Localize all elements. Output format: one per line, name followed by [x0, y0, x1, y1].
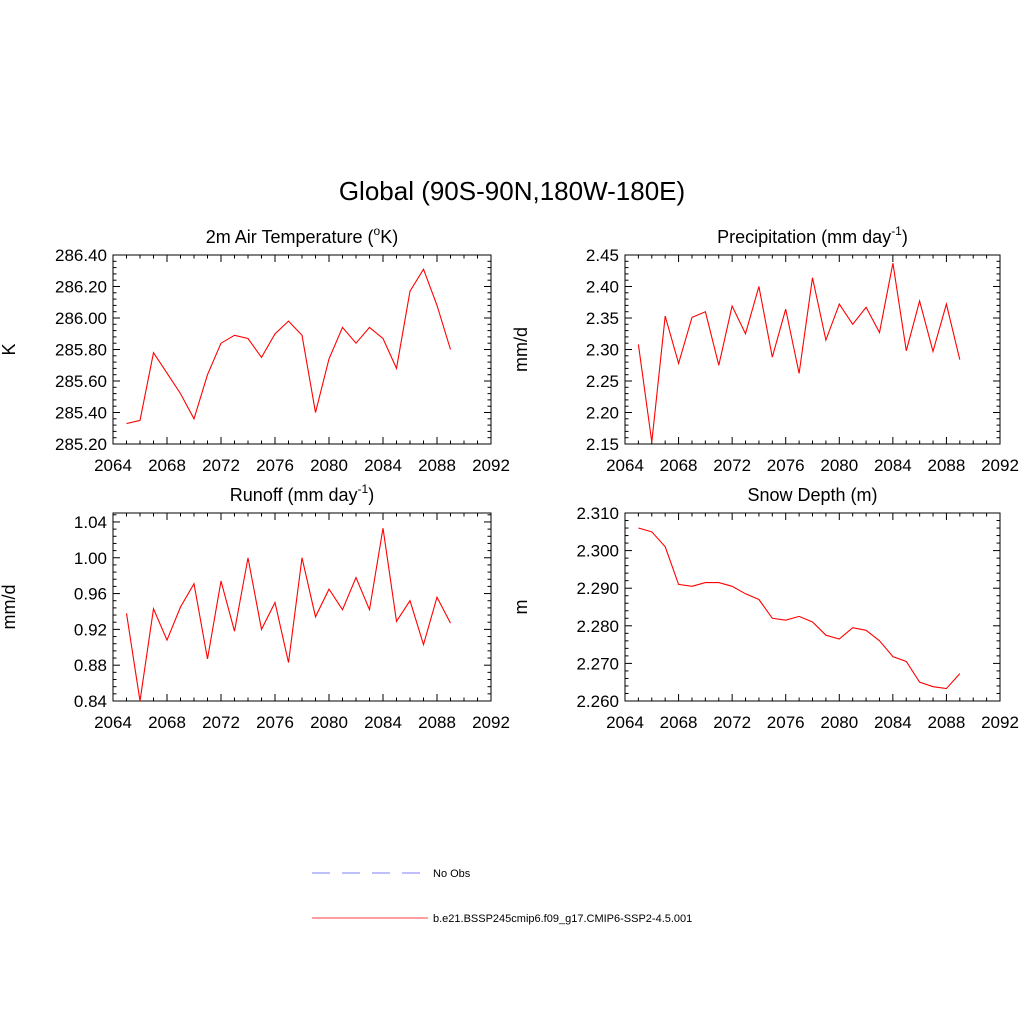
x-tick-label: 2092 — [981, 456, 1019, 475]
x-tick-label: 2092 — [472, 713, 510, 732]
plot-frame — [624, 512, 1001, 702]
y-tick-label: 2.310 — [576, 504, 619, 523]
legend-label: No Obs — [433, 868, 471, 880]
y-tick-label: 2.15 — [586, 435, 619, 454]
panel-title-main: 2m Air Temperature ( — [206, 227, 374, 247]
panel-title-main: Precipitation (mm day — [717, 227, 891, 247]
x-tick-label: 2068 — [148, 713, 186, 732]
x-tick-label: 2064 — [606, 713, 644, 732]
panel-title-superscript: -1 — [358, 482, 369, 496]
x-tick-label: 2072 — [713, 456, 751, 475]
y-tick-label: 285.80 — [55, 341, 107, 360]
series-line — [126, 267, 452, 425]
y-tick-label: 285.40 — [55, 404, 107, 423]
plot-frame — [112, 254, 492, 445]
x-tick-label: 2084 — [874, 456, 912, 475]
series-line — [638, 527, 961, 690]
y-axis-label: K — [0, 343, 19, 355]
x-tick-label: 2072 — [713, 713, 751, 732]
y-tick-label: 0.92 — [74, 620, 107, 639]
y-tick-label: 286.20 — [55, 278, 107, 297]
x-tick-label: 2068 — [660, 456, 698, 475]
panel-title-suffix: ) — [902, 227, 908, 247]
x-tick-label: 2088 — [928, 713, 966, 732]
y-tick-label: 285.20 — [55, 435, 107, 454]
chart-panel-4: 2064 2068 2072 2076 2080 2084 2088 2092 2.260 2.2… — [511, 485, 1019, 732]
y-tick-label: 2.260 — [576, 692, 619, 711]
y-tick-label: 2.35 — [586, 309, 619, 328]
plot-frame — [624, 254, 1001, 445]
x-tick-label: 2068 — [148, 456, 186, 475]
series-line — [637, 263, 961, 443]
y-tick-label: 2.45 — [586, 246, 619, 265]
x-tick-label: 2064 — [94, 713, 132, 732]
panel-title-superscript: -1 — [891, 224, 902, 238]
y-tick-label: 0.96 — [74, 585, 107, 604]
x-tick-label: 2084 — [364, 456, 402, 475]
y-tick-label: 2.270 — [576, 654, 619, 673]
panel-title-superscript: o — [374, 224, 381, 238]
y-tick-label: 0.88 — [74, 656, 107, 675]
x-tick-label: 2092 — [472, 456, 510, 475]
y-axis-label: mm/d — [511, 327, 531, 372]
y-axis-label: m — [511, 600, 531, 615]
y-tick-label: 1.00 — [74, 549, 107, 568]
x-tick-label: 2064 — [94, 456, 132, 475]
panel-title-suffix: K) — [380, 227, 398, 247]
x-tick-label: 2072 — [202, 456, 240, 475]
panel-title: 2m Air Temperature (oK) — [206, 224, 398, 247]
x-tick-label: 2064 — [606, 456, 644, 475]
panel-title: Runoff (mm day-1) — [230, 482, 374, 505]
panel-title: Snow Depth (m) — [747, 485, 877, 505]
series-line — [125, 528, 451, 702]
figure-title: Global (90S-90N,180W-180E) — [339, 176, 685, 206]
x-tick-label: 2076 — [767, 456, 805, 475]
legend: No Obs b.e21.BSSP245cmip6.f09_g17.CMIP6-S… — [312, 868, 692, 925]
panel-title-main: Runoff (mm day — [230, 485, 358, 505]
chart-panel-2: 2064 2068 2072 2076 2080 2084 2088 2092 2.15 2.20… — [511, 224, 1019, 475]
y-tick-label: 286.00 — [55, 309, 107, 328]
y-tick-label: 1.04 — [74, 513, 107, 532]
x-tick-label: 2080 — [310, 456, 348, 475]
panels: 2064 2068 2072 2076 2080 2084 2088 2092 285.20 28… — [0, 224, 1019, 732]
y-axis-label: mm/d — [0, 585, 19, 630]
legend-label: b.e21.BSSP245cmip6.f09_g17.CMIP6-SSP2-4.… — [433, 913, 692, 925]
x-tick-label: 2068 — [660, 713, 698, 732]
panel-title-main: Snow Depth (m) — [747, 485, 877, 505]
y-tick-label: 2.20 — [586, 404, 619, 423]
x-tick-label: 2076 — [256, 713, 294, 732]
x-tick-label: 2084 — [364, 713, 402, 732]
chart-panel-1: 2064 2068 2072 2076 2080 2084 2088 2092 285.20 28… — [0, 224, 510, 475]
x-tick-label: 2076 — [767, 713, 805, 732]
y-tick-label: 2.290 — [576, 579, 619, 598]
x-tick-label: 2088 — [418, 456, 456, 475]
y-tick-label: 2.300 — [576, 542, 619, 561]
x-tick-label: 2088 — [928, 456, 966, 475]
y-tick-label: 2.280 — [576, 617, 619, 636]
x-tick-label: 2088 — [418, 713, 456, 732]
y-tick-label: 2.30 — [586, 341, 619, 360]
panel-title-suffix: ) — [368, 485, 374, 505]
chart-panel-3: 2064 2068 2072 2076 2080 2084 2088 2092 0.84 0.88… — [0, 482, 510, 732]
panel-title: Precipitation (mm day-1) — [717, 224, 908, 247]
x-tick-label: 2092 — [981, 713, 1019, 732]
x-tick-label: 2080 — [310, 713, 348, 732]
x-tick-label: 2072 — [202, 713, 240, 732]
y-tick-label: 0.84 — [74, 692, 107, 711]
y-tick-label: 285.60 — [55, 372, 107, 391]
x-tick-label: 2080 — [820, 713, 858, 732]
x-tick-label: 2084 — [874, 713, 912, 732]
y-tick-label: 286.40 — [55, 246, 107, 265]
y-tick-label: 2.25 — [586, 372, 619, 391]
x-tick-label: 2080 — [820, 456, 858, 475]
x-tick-label: 2076 — [256, 456, 294, 475]
y-tick-label: 2.40 — [586, 278, 619, 297]
